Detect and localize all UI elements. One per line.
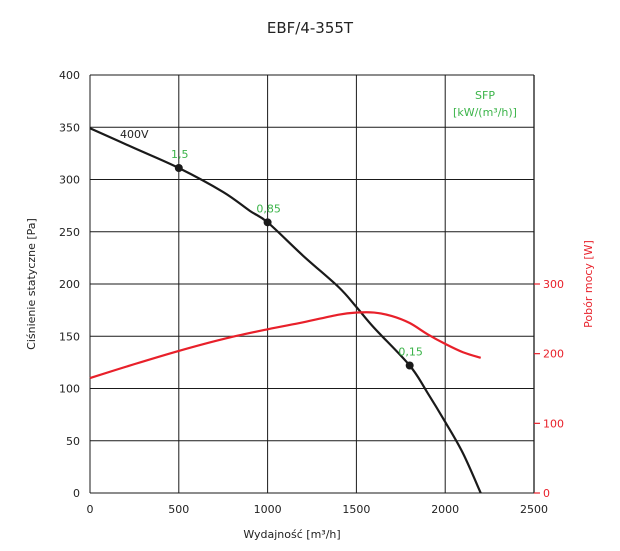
y-tick-label: 200: [59, 278, 80, 291]
sfp-value-label: 1,5: [171, 148, 189, 161]
markers-layer: 1,5 0,85 0,15: [171, 148, 423, 370]
tick-labels: 0 500 1000 1500 2000 250005010015020025030035…: [59, 69, 564, 516]
pressure-curve-400v: [89, 127, 482, 494]
curve-label-400v: 400V: [120, 128, 149, 141]
sfp-value-label: 0,15: [398, 346, 423, 359]
operating-point-marker: [405, 361, 414, 370]
y-tick-label: 250: [59, 226, 80, 239]
x-axis-label: Wydajność [m³/h]: [243, 528, 340, 541]
sfp-value-label: 0,85: [256, 202, 281, 215]
y2-tick-label: 0: [543, 487, 550, 500]
y-tick-label: 300: [59, 174, 80, 187]
x-tick-label: 0: [87, 503, 94, 516]
operating-point-marker: [263, 218, 272, 227]
y2-axis-label: Pobór mocy [W]: [582, 240, 595, 328]
x-tick-label: 2000: [431, 503, 459, 516]
y-axis-label: Ciśnienie statyczne [Pa]: [25, 218, 38, 350]
x-tick-label: 2500: [520, 503, 548, 516]
y-tick-label: 400: [59, 69, 80, 82]
operating-point-marker: [174, 164, 183, 173]
y-tick-label: 0: [73, 487, 80, 500]
power-curve: [89, 311, 482, 380]
y2-tick-label: 200: [543, 348, 564, 361]
x-tick-label: 1000: [254, 503, 282, 516]
x-tick-label: 500: [168, 503, 189, 516]
series-layer: [89, 127, 482, 494]
y2-tick-label: 100: [543, 417, 564, 430]
chart-title: EBF/4-355T: [267, 19, 354, 37]
y-tick-label: 50: [66, 435, 80, 448]
y2-tick-label: 300: [543, 278, 564, 291]
sfp-title: SFP: [475, 89, 495, 102]
x-tick-label: 1500: [342, 503, 370, 516]
y-tick-label: 150: [59, 330, 80, 343]
y-tick-label: 100: [59, 383, 80, 396]
grid: [89, 74, 535, 494]
y-tick-label: 350: [59, 121, 80, 134]
sfp-unit: [kW/(m³/h)]: [453, 106, 517, 119]
